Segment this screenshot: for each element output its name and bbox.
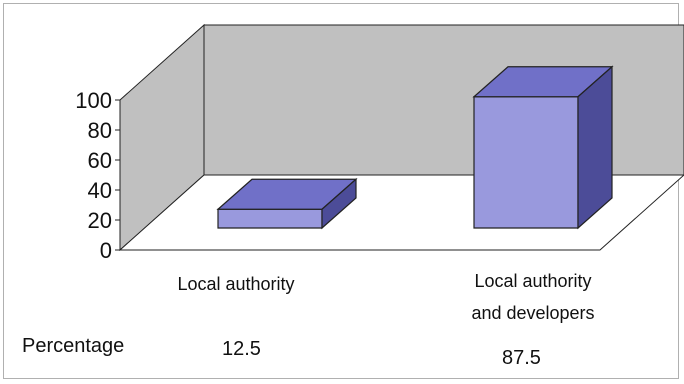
y-tick-label: 20 xyxy=(88,208,112,233)
y-tick-label: 80 xyxy=(88,118,112,143)
data-table-value-local-authority-and-developers: 87.5 xyxy=(502,347,541,369)
category-label: Local authority and developers xyxy=(471,271,594,323)
data-table-value-local-authority: 12.5 xyxy=(222,338,261,360)
bar-front xyxy=(217,208,323,229)
category-labels: Local authority Local authority and develo… xyxy=(177,271,594,323)
bar-front xyxy=(473,96,579,229)
y-tick-label: 0 xyxy=(100,238,112,263)
bar-1 xyxy=(216,177,358,230)
category-label: Local authority xyxy=(177,274,294,294)
bar-2 xyxy=(472,65,614,230)
bars xyxy=(216,65,614,230)
category-label-line: and developers xyxy=(471,303,594,323)
y-axis: 0 20 40 60 80 100 xyxy=(75,88,121,263)
data-table-row-label: Percentage xyxy=(22,335,124,357)
y-tick-label: 60 xyxy=(88,148,112,173)
category-label-line: Local authority xyxy=(474,271,591,291)
y-tick-label: 100 xyxy=(75,88,112,113)
category-label-line: Local authority xyxy=(177,274,294,294)
y-tick-label: 40 xyxy=(88,178,112,203)
bar-side xyxy=(321,177,357,230)
bar-side xyxy=(577,65,613,230)
